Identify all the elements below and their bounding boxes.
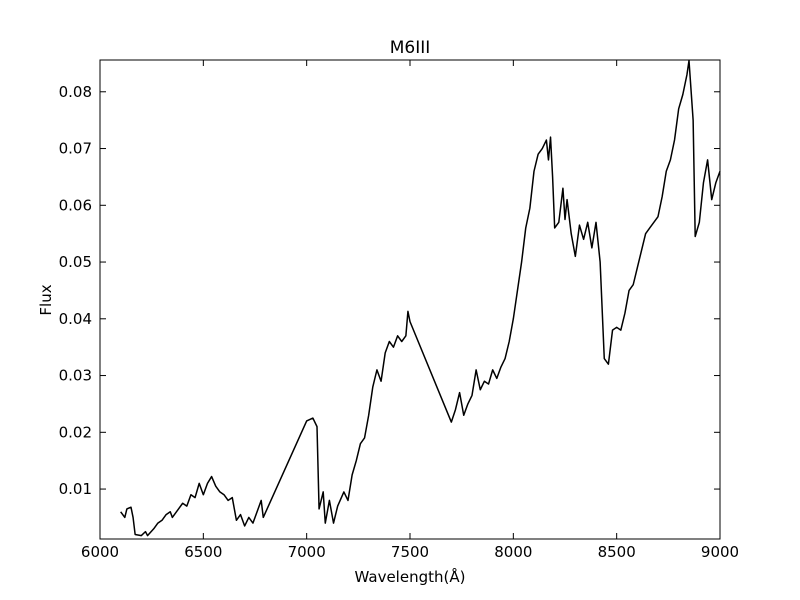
y-tick-label: 0.04 [59,310,92,328]
x-tick-label: 7500 [391,543,429,561]
x-tick-label: 8000 [494,543,532,561]
x-tick-label: 9000 [701,543,739,561]
y-tick-label: 0.07 [59,140,92,158]
chart-title: M6III [390,38,431,58]
spectrum-line [120,59,721,537]
x-tick-label: 6500 [184,543,222,561]
y-tick-label: 0.03 [59,367,92,385]
y-tick-label: 0.08 [59,83,92,101]
y-tick-label: 0.06 [59,196,92,214]
y-axis-label: Flux [37,284,55,315]
y-tick-label: 0.01 [59,480,92,498]
y-tick-label: 0.02 [59,423,92,441]
x-tick-label: 6000 [81,543,119,561]
x-tick-label: 7000 [288,543,326,561]
y-tick-label: 0.05 [59,253,92,271]
x-axis-label: Wavelength(Å) [355,567,466,586]
x-tick-label: 8500 [598,543,636,561]
